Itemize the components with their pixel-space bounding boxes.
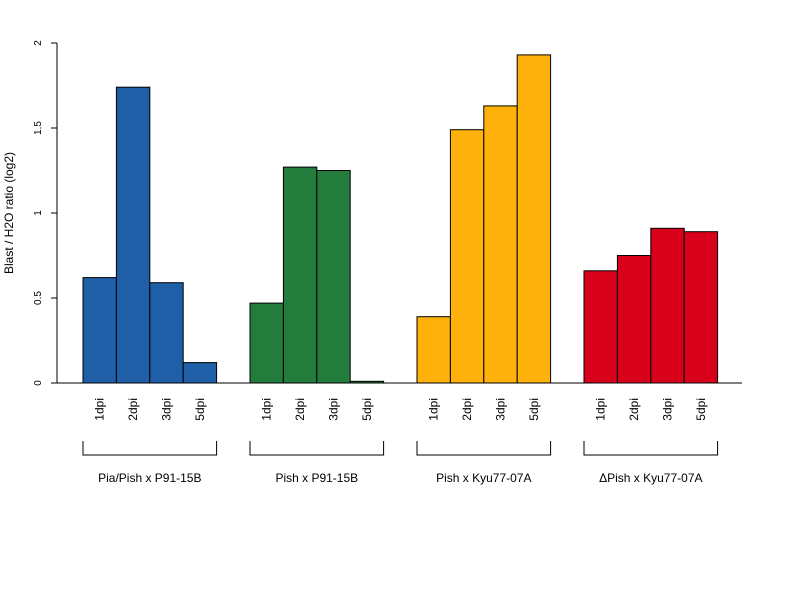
category-label: 1dpi [93, 398, 107, 421]
group-label: Pish x P91-15B [275, 471, 358, 485]
y-tick-label: 1 [33, 210, 44, 216]
category-label: 1dpi [427, 398, 441, 421]
category-label: 5dpi [193, 398, 207, 421]
category-label: 2dpi [460, 398, 474, 421]
bar [149, 282, 184, 384]
bar [282, 166, 318, 384]
group-brackets [82, 441, 719, 456]
bar [115, 86, 151, 384]
y-axis-title: Blast / H2O ratio (log2) [2, 152, 16, 274]
category-label: 3dpi [160, 398, 174, 421]
bar [449, 129, 485, 384]
category-label: 2dpi [293, 398, 307, 421]
bars [82, 54, 719, 384]
group-labels: Pia/Pish x P91-15B Pish x P91-15B Pish x K… [98, 471, 702, 485]
category-label: 2dpi [627, 398, 641, 421]
category-label: 1dpi [260, 398, 274, 421]
group-bracket [82, 441, 218, 456]
bar [583, 270, 618, 384]
group-bracket [583, 441, 719, 456]
group-bracket [249, 441, 385, 456]
y-tick-label: 0.5 [33, 291, 44, 305]
category-label: 5dpi [694, 398, 708, 421]
group-label: ΔPish x Kyu77-07A [599, 471, 702, 485]
bar [516, 54, 552, 384]
category-labels: 1dpi 2dpi 3dpi 5dpi 1dpi 2dpi 3dpi 5dpi 1dpi 2dpi… [93, 398, 708, 421]
group-label: Pish x Kyu77-07A [436, 471, 531, 485]
bar [82, 277, 117, 384]
bar [416, 316, 451, 384]
y-tick-label: 2 [33, 40, 44, 46]
bar [182, 362, 218, 384]
bar [316, 170, 351, 384]
bar [650, 227, 685, 384]
bar [483, 105, 518, 384]
bar [616, 255, 652, 384]
group-label: Pia/Pish x P91-15B [98, 471, 201, 485]
category-label: 3dpi [494, 398, 508, 421]
category-label: 5dpi [527, 398, 541, 421]
category-label: 3dpi [661, 398, 675, 421]
group-bracket [416, 441, 552, 456]
bar [249, 302, 284, 384]
category-label: 5dpi [360, 398, 374, 421]
y-axis: 0 0.5 1 1.5 2 [33, 40, 58, 386]
category-label: 3dpi [327, 398, 341, 421]
y-tick-label: 1.5 [33, 121, 44, 135]
category-label: 1dpi [594, 398, 608, 421]
y-tick-label: 0 [33, 380, 44, 386]
category-label: 2dpi [126, 398, 140, 421]
bar [683, 231, 719, 384]
